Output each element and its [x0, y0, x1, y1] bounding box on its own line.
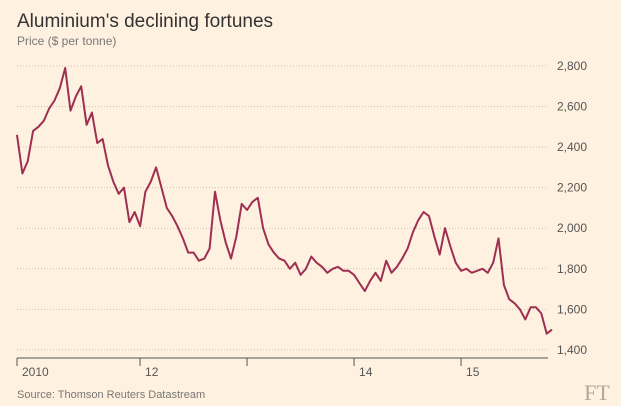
x-tick-label: 15 [466, 365, 480, 379]
y-tick-label: 2,000 [557, 221, 587, 235]
y-tick-label: 2,800 [557, 59, 587, 73]
y-tick-label: 1,800 [557, 262, 587, 276]
x-tick-label: 14 [359, 365, 373, 379]
y-tick-label: 2,200 [557, 181, 587, 195]
x-tick-label: 2010 [22, 365, 49, 379]
chart-subtitle: Price ($ per tonne) [17, 34, 116, 48]
x-tick-label: 12 [145, 365, 159, 379]
source: Source: Thomson Reuters Datastream [17, 389, 205, 401]
chart-title: Aluminium's declining fortunes [17, 11, 273, 32]
y-tick-label: 1,600 [557, 302, 587, 316]
y-tick-label: 1,400 [557, 343, 587, 357]
y-tick-label: 2,400 [557, 140, 587, 154]
y-tick-label: 2,600 [557, 100, 587, 114]
logo: FT [584, 380, 610, 405]
price-line [16, 67, 553, 335]
